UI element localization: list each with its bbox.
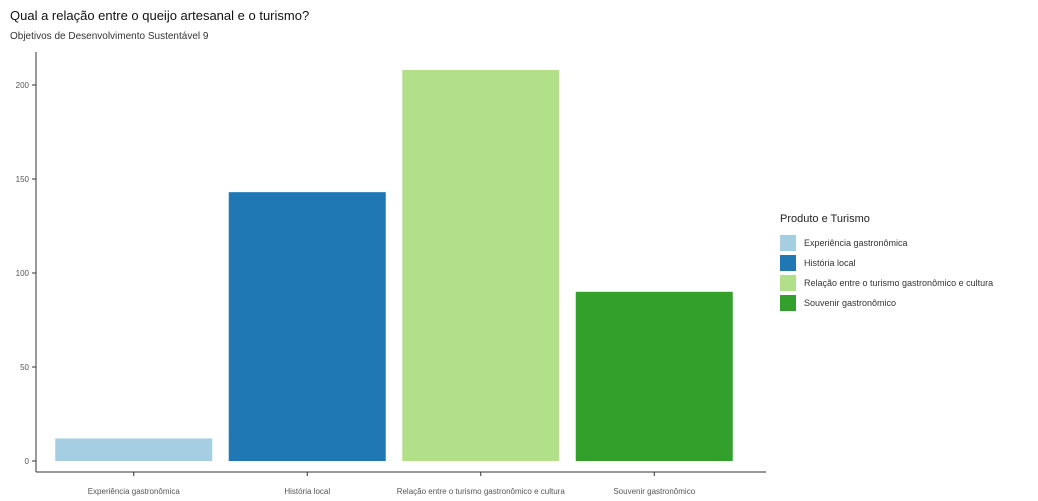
- legend-item: História local: [780, 253, 993, 273]
- legend-label: Souvenir gastronômico: [804, 298, 897, 308]
- bar-3: [402, 69, 560, 462]
- x-tick-label: História local: [284, 487, 330, 496]
- legend-items: Experiência gastronômica História local Re…: [780, 233, 993, 313]
- legend-item: Experiência gastronômica: [780, 233, 993, 253]
- legend-swatch: [780, 235, 796, 251]
- axes-group: [35, 52, 766, 473]
- y-tick-label: 100: [16, 269, 30, 278]
- legend-item: Souvenir gastronômico: [780, 293, 993, 313]
- y-tick-label: 150: [16, 175, 30, 184]
- bar-4: [575, 291, 733, 461]
- legend-item: Relação entre o turismo gastronômico e c…: [780, 273, 993, 293]
- legend-swatch: [780, 275, 796, 291]
- bar-2: [228, 192, 386, 461]
- y-tick-label: 50: [20, 363, 29, 372]
- x-tick-label: Experiência gastronômica: [88, 487, 181, 496]
- bar-1: [55, 438, 213, 461]
- legend-title: Produto e Turismo: [780, 213, 870, 225]
- legend-label: História local: [804, 258, 856, 268]
- legend-label: Relação entre o turismo gastronômico e c…: [804, 278, 994, 288]
- y-ticks-group: 0 50 100 150 200: [16, 81, 36, 466]
- chart-subtitle: Objetivos de Desenvolvimento Sustentável…: [10, 31, 209, 42]
- legend-swatch: [780, 255, 796, 271]
- x-tick-label: Relação entre o turismo gastronômico e c…: [397, 487, 566, 496]
- bars-group: [55, 69, 733, 462]
- y-tick-label: 200: [16, 81, 30, 90]
- legend: Produto e Turismo Experiência gastronômi…: [780, 213, 993, 313]
- chart-title: Qual a relação entre o queijo artesanal …: [10, 8, 310, 23]
- y-tick-label: 0: [25, 457, 30, 466]
- x-tick-label: Souvenir gastronômico: [613, 487, 695, 496]
- legend-label: Experiência gastronômica: [804, 238, 908, 248]
- legend-swatch: [780, 295, 796, 311]
- x-ticks-group: Experiência gastronômica História local Re…: [88, 472, 696, 496]
